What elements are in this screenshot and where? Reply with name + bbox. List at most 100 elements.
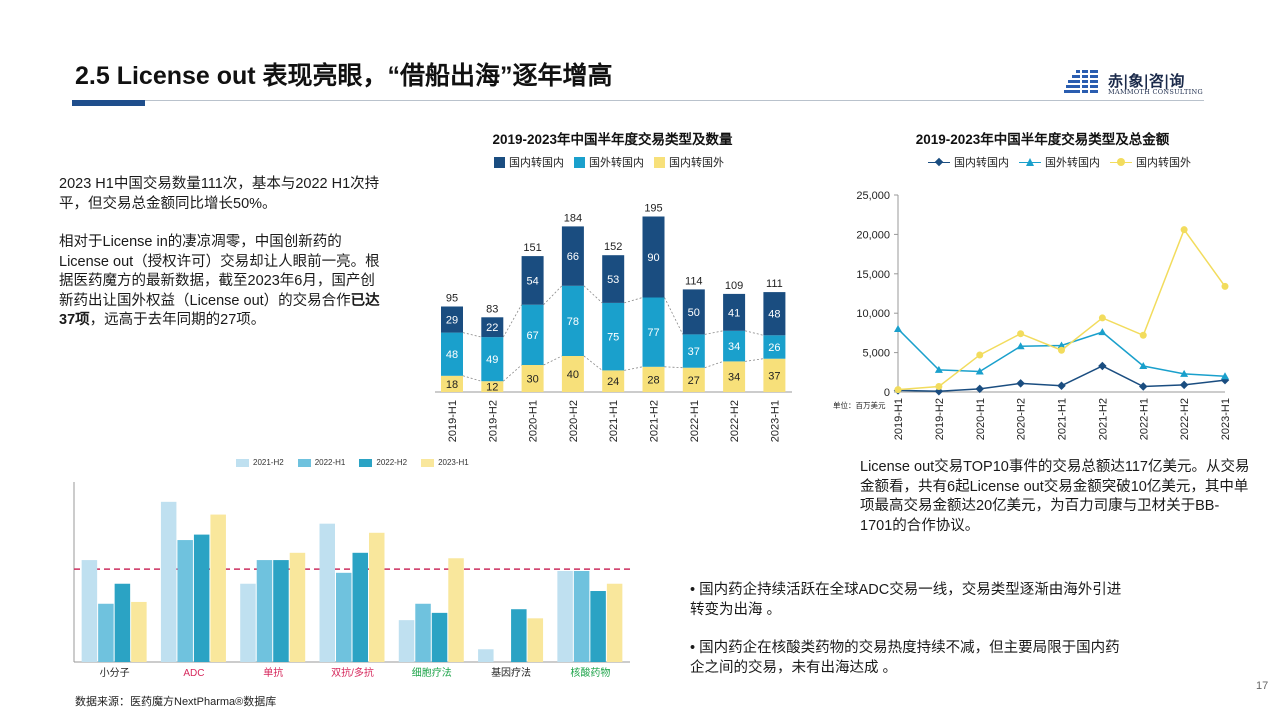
- x-tick-label: 2022-H1: [689, 400, 701, 442]
- legend-swatch: [236, 458, 249, 467]
- page-title: 2.5 License out 表现亮眼，“借船出海”逐年增高: [75, 62, 613, 90]
- bar-segment-out-license: [723, 361, 746, 392]
- bar-value-label: 26: [768, 342, 780, 354]
- bar-connector: [462, 332, 482, 338]
- company-logo: 赤|象|咨|询 MAMMOTH CONSULTING: [1062, 68, 1208, 98]
- grouped-bar: [273, 560, 289, 662]
- bar-connector: [745, 330, 764, 336]
- data-point: [1180, 226, 1188, 234]
- bar-total-label: 95: [446, 293, 458, 305]
- grouped-bar: [352, 552, 368, 662]
- grouped-bar: [511, 609, 527, 662]
- legend-label: 2022-H2: [376, 458, 408, 467]
- stacked-bar-chart: 18 48 29 95 2019-H1 12 49 22 83 2019-H2 30 67 54 151 2…: [435, 203, 792, 442]
- y-tick-label: 15,000: [856, 269, 890, 281]
- bar-value-label: 41: [728, 307, 740, 319]
- x-tick-label: 2019-H1: [447, 400, 459, 442]
- bar-connector: [704, 361, 724, 369]
- legend-item-2022-h2: 2022-H2: [359, 458, 407, 467]
- bar-connector: [462, 375, 482, 382]
- grouped-bar: [398, 620, 415, 662]
- data-point: [935, 382, 943, 390]
- data-point: [1057, 381, 1066, 390]
- x-tick-label: 2021-H2: [649, 400, 661, 442]
- data-point: [1017, 330, 1025, 338]
- legend-swatch: [654, 156, 665, 168]
- legend-item-in-license: 国外转国内: [574, 154, 644, 170]
- line-chart-title: 2019-2023年中国半年度交易类型及总金额: [915, 132, 1170, 147]
- bar-segment-domestic: [763, 292, 786, 336]
- line-chart-legend: 国内转国内 国外转国内 国内转国外: [928, 154, 1201, 170]
- bar-total-label: 83: [486, 303, 498, 315]
- summary-highlight: 已达37项: [59, 292, 380, 329]
- summary-paragraph-2: 相对于License in的凄凉凋零，中国创新药的License out（授权许…: [59, 233, 389, 331]
- bar-value-label: 37: [688, 346, 700, 358]
- grouped-bar: [606, 583, 623, 662]
- grouped-bar: [98, 603, 114, 662]
- grouped-bar: [369, 532, 385, 662]
- title-accent-bar: [72, 100, 145, 106]
- bar-segment-in-license: [642, 297, 665, 367]
- data-point: [1179, 380, 1189, 390]
- bar-connector: [664, 297, 684, 335]
- stacked-chart-legend: 国内转国内 国外转国内 国内转国外: [494, 154, 734, 170]
- bar-segment-out-license: [763, 358, 786, 392]
- bar-total-label: 111: [766, 278, 783, 290]
- x-tick-label: ADC: [183, 668, 204, 679]
- bar-segment-in-license: [481, 337, 504, 382]
- grouped-bar-chart: 小分子 ADC 单抗 双抗/多抗 细胞疗法 基因疗法 核酸药物: [73, 482, 630, 679]
- legend-label: 国外转国内: [589, 157, 644, 169]
- bar-total-label: 184: [564, 212, 582, 224]
- grouped-bar: [431, 612, 448, 662]
- summary-paragraph-1: 2023 H1中国交易数量111次，基本与2022 H1次持平，但交易总金额同比…: [59, 176, 380, 212]
- bullet-item: • 国内药企在核酸类药物的交易热度持续不减，但主要局限于国内药企之间的交易，未有…: [690, 640, 1120, 676]
- legend-swatch: [574, 156, 585, 168]
- x-tick-label: 核酸药物: [570, 666, 610, 679]
- grouped-bar: [573, 571, 590, 662]
- legend-swatch: [494, 156, 505, 168]
- bar-total-label: 114: [685, 275, 703, 287]
- page-number: 17: [1256, 680, 1269, 692]
- data-point: [1221, 282, 1229, 290]
- bar-segment-domestic: [521, 256, 544, 305]
- legend-line-key: [1110, 157, 1132, 168]
- legend-item-domestic: 国内转国内: [928, 154, 1009, 170]
- legend-item-2023-h1: 2023-H1: [421, 458, 469, 467]
- bar-value-label: 12: [486, 382, 498, 394]
- bar-segment-domestic: [682, 289, 705, 335]
- grouped-bar: [590, 591, 606, 662]
- bar-connector: [543, 355, 563, 366]
- title-divider: [72, 100, 1204, 101]
- bar-segment-in-license: [441, 332, 463, 376]
- x-tick-label: 2020-H2: [1016, 398, 1028, 440]
- bar-value-label: 49: [486, 354, 498, 366]
- x-tick-label: 2019-H1: [893, 398, 905, 440]
- x-tick-label: 2019-H2: [487, 400, 499, 442]
- x-tick-label: 单抗: [263, 666, 283, 679]
- bar-segment-out-license: [642, 366, 665, 392]
- bullet-list: • 国内药企持续活跃在全球ADC交易一线，交易类型逐渐由海外引进转变为出海 。 …: [690, 580, 1130, 696]
- x-tick-label: 2022-H1: [1138, 398, 1150, 440]
- x-tick-label: 2020-H1: [975, 398, 987, 440]
- legend-swatch: [359, 458, 373, 467]
- legend-label: 2023-H1: [438, 458, 469, 467]
- line-chart: 0 5,000 10,000 15,000 20,000 25,000 2019-H1 201…: [833, 190, 1232, 440]
- x-tick-label: 2020-H1: [528, 400, 540, 442]
- bar-value-label: 27: [688, 375, 700, 387]
- data-point: [975, 367, 984, 375]
- grouped-bar: [177, 540, 193, 662]
- bar-value-label: 18: [446, 379, 458, 391]
- legend-item-out-license: 国内转国外: [654, 154, 724, 170]
- bar-segment-domestic: [723, 293, 746, 331]
- grouped-bar: [478, 649, 494, 662]
- legend-label: 国内转国外: [669, 157, 724, 169]
- x-tick-label: 2021-H1: [1057, 398, 1069, 440]
- grouped-bar: [448, 558, 464, 662]
- bar-value-label: 40: [567, 369, 579, 381]
- bar-segment-out-license: [602, 370, 625, 392]
- x-tick-label: 细胞疗法: [412, 666, 452, 679]
- data-point: [976, 351, 984, 359]
- bar-connector: [624, 297, 643, 304]
- legend-item-in-license: 国外转国内: [1019, 154, 1100, 170]
- bar-value-label: 29: [446, 315, 458, 327]
